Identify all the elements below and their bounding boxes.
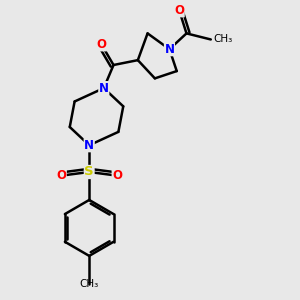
Text: S: S: [84, 166, 94, 178]
Text: CH₃: CH₃: [214, 34, 233, 44]
Text: N: N: [99, 82, 109, 94]
Text: CH₃: CH₃: [80, 279, 99, 289]
Text: N: N: [84, 139, 94, 152]
Text: O: O: [112, 169, 122, 182]
Text: O: O: [56, 169, 66, 182]
Text: O: O: [174, 4, 184, 17]
Text: N: N: [164, 43, 175, 56]
Text: O: O: [96, 38, 106, 51]
